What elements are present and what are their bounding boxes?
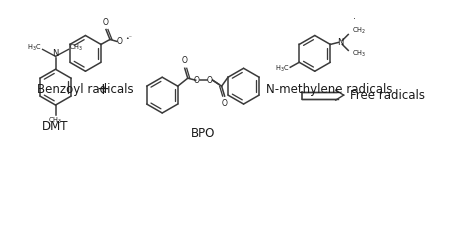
Text: CH$_3$: CH$_3$ [352,49,366,59]
Text: H$_3$C: H$_3$C [275,64,289,74]
Text: DMT: DMT [42,120,69,133]
Text: +: + [96,82,109,97]
Text: O: O [117,37,123,46]
Text: O: O [103,18,109,27]
Text: O: O [182,56,188,65]
Text: Benzoyl radicals: Benzoyl radicals [37,83,134,96]
Text: Free radicals: Free radicals [350,89,425,102]
Text: O: O [207,76,213,85]
Text: N: N [52,49,59,58]
Text: CH$_2$: CH$_2$ [352,25,366,36]
Text: ˙: ˙ [352,18,356,29]
Text: CH$_3$: CH$_3$ [48,116,63,126]
Text: H$_3$C: H$_3$C [27,43,42,54]
Text: BPO: BPO [191,127,215,140]
Text: CH$_3$: CH$_3$ [70,43,84,54]
Text: N: N [337,38,344,47]
Text: O: O [222,99,228,108]
Text: •⁻: •⁻ [125,36,132,41]
Text: O: O [194,76,200,85]
Text: N-methylene radicals: N-methylene radicals [266,83,393,96]
